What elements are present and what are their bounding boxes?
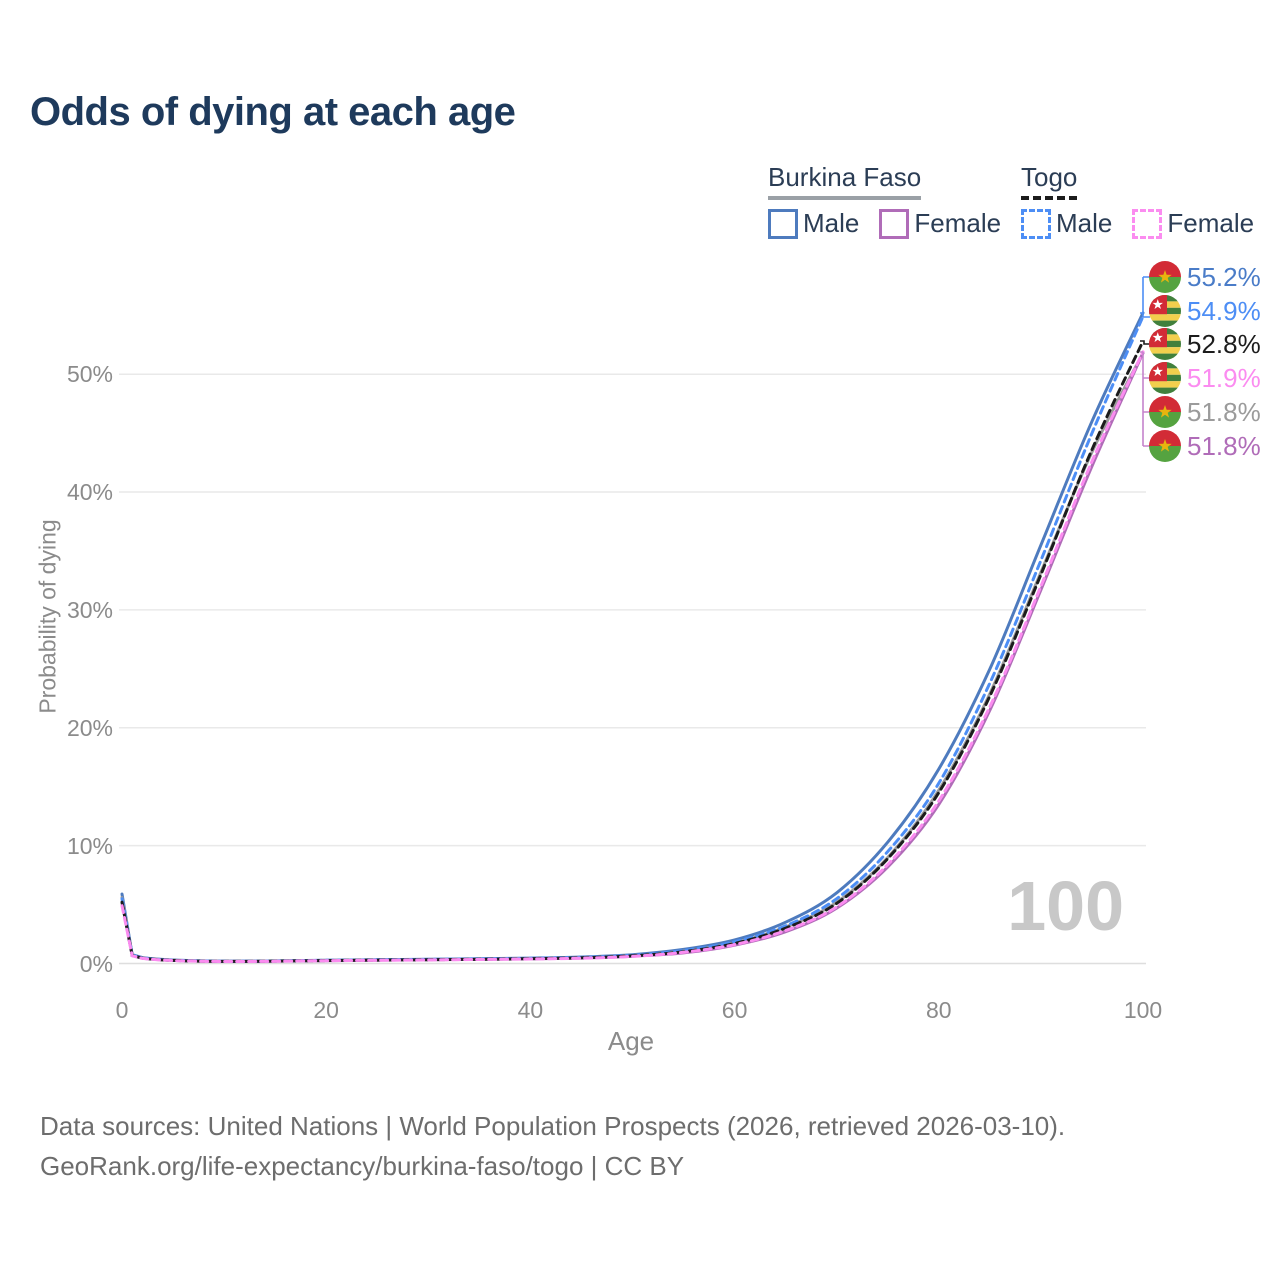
legend-label-burkina-faso-female: Female [914, 208, 1002, 238]
chart-title: Odds of dying at each age [30, 90, 516, 134]
legend-group-togo: Togo Male Female [1021, 162, 1254, 239]
y-tick-10%: 10% [66, 832, 113, 859]
series-line-burkina-faso-both-sexes [120, 351, 1145, 963]
burkina-faso-flag-icon [1149, 396, 1181, 428]
legend-item-burkina-faso-female[interactable]: Female [879, 208, 1001, 239]
legend-swatch-burkina-faso-male-icon [768, 208, 798, 239]
legend-label-togo-male: Male [1056, 208, 1113, 238]
series-lines [120, 311, 1145, 964]
end-label-burkina-faso-male: 55.2% [1187, 262, 1261, 292]
x-tick-100: 100 [1123, 997, 1163, 1023]
legend-item-burkina-faso-male[interactable]: Male [768, 208, 859, 239]
x-tick-60: 60 [721, 997, 748, 1023]
series-line-togo-male [120, 314, 1145, 963]
age-watermark: 100 [1007, 867, 1124, 945]
legend-swatch-togo-female-icon [1132, 208, 1163, 239]
end-label-flags [1149, 261, 1181, 462]
y-tick-50%: 50% [66, 361, 113, 388]
legend-item-togo-male[interactable]: Male [1021, 208, 1112, 239]
legend-country-togo[interactable]: Togo [1021, 162, 1078, 200]
burkina-faso-flag-icon [1149, 261, 1181, 293]
footer-attribution: GeoRank.org/life-expectancy/burkina-faso… [40, 1151, 685, 1181]
legend-label-burkina-faso-male: Male [803, 208, 860, 238]
series-line-burkina-faso-male [120, 311, 1145, 963]
end-label-togo-both: 52.8% [1187, 329, 1261, 359]
togo-flag-icon [1149, 328, 1181, 360]
series-line-togo-both-sexes [120, 339, 1145, 963]
connector-togo-both [1140, 340, 1150, 345]
x-tick-0: 0 [115, 997, 129, 1023]
end-label-connectors [1140, 276, 1150, 447]
legend-row-togo: Male Female [1021, 208, 1254, 239]
end-label-burkina-faso-female: 51.8% [1187, 431, 1261, 461]
end-label-burkina-faso-both: 51.8% [1187, 397, 1261, 427]
series-line-burkina-faso-female [120, 351, 1145, 963]
gridlines [119, 373, 1146, 965]
y-tick-40%: 40% [66, 479, 113, 506]
legend-swatch-togo-male-icon [1021, 208, 1051, 239]
togo-flag-icon [1149, 295, 1181, 327]
footer: Data sources: United Nations | World Pop… [40, 1106, 1190, 1186]
x-tick-20: 20 [313, 997, 339, 1023]
y-tick-0%: 0% [79, 950, 113, 977]
x-axis-title: Age [607, 1026, 655, 1056]
y-tick-20%: 20% [66, 714, 113, 741]
y-axis-title: Probability of dying [34, 519, 61, 714]
x-tick-40: 40 [517, 997, 544, 1023]
legend-group-burkina-faso: Burkina Faso Male Female [768, 162, 1001, 239]
legend-label-togo-female: Female [1167, 208, 1255, 238]
burkina-faso-flag-icon [1149, 430, 1181, 462]
series-line-togo-female [120, 350, 1145, 964]
legend-item-togo-female[interactable]: Female [1132, 208, 1254, 239]
connector-females [1140, 351, 1150, 447]
togo-flag-icon [1149, 362, 1181, 394]
x-tick-80: 80 [926, 997, 952, 1023]
end-label-togo-male: 54.9% [1187, 296, 1261, 326]
footer-sources: Data sources: United Nations | World Pop… [40, 1111, 1066, 1141]
legend-country-burkina-faso[interactable]: Burkina Faso [768, 162, 922, 200]
legend-swatch-burkina-faso-female-icon [879, 208, 910, 239]
end-label-togo-female: 51.9% [1187, 363, 1261, 393]
legend-row-burkina-faso: Male Female [768, 208, 1001, 239]
y-tick-30%: 30% [66, 596, 113, 623]
connector-males [1140, 276, 1150, 318]
